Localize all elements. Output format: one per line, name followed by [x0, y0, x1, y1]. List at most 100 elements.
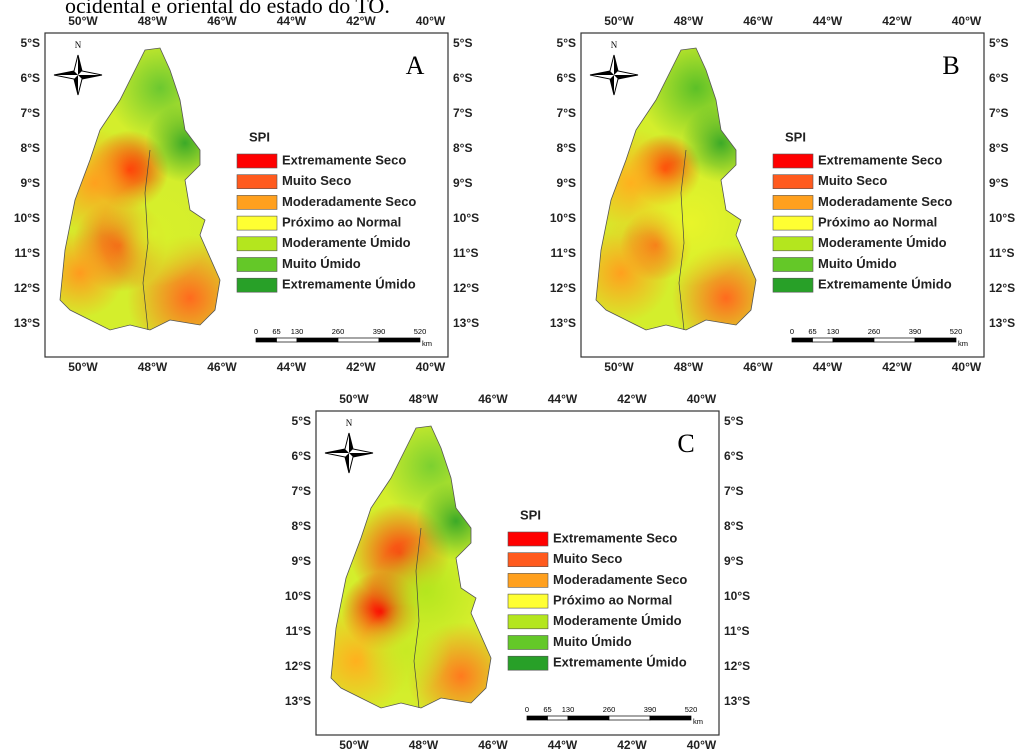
lat-label-left: 9°S — [292, 554, 311, 568]
lat-label-left: 8°S — [557, 141, 576, 155]
scale-label: 130 — [562, 705, 575, 714]
scale-label: 260 — [868, 327, 881, 336]
legend-title: SPI — [520, 507, 541, 522]
legend-label: Moderamente Úmido — [818, 235, 947, 250]
lat-label-right: 7°S — [989, 106, 1008, 120]
legend-swatch — [237, 258, 277, 272]
scale-segment — [813, 338, 834, 342]
legend-label: Moderadamente Seco — [818, 194, 952, 209]
lat-label-right: 12°S — [989, 281, 1015, 295]
lon-label-bottom: 50°W — [339, 738, 369, 751]
lon-label-bottom: 44°W — [548, 738, 578, 751]
lon-label-bottom: 42°W — [346, 360, 376, 374]
scale-unit: km — [958, 339, 968, 348]
scale-segment — [792, 338, 813, 342]
legend-label: Muito Seco — [282, 173, 351, 188]
scale-label: 0 — [790, 327, 794, 336]
legend-label: Muito Úmido — [282, 256, 361, 271]
lat-label-left: 6°S — [292, 449, 311, 463]
lat-label-left: 13°S — [285, 694, 311, 708]
lat-label-right: 11°S — [453, 246, 479, 260]
lon-label-bottom: 46°W — [478, 738, 508, 751]
legend-swatch — [237, 195, 277, 209]
scale-segment — [915, 338, 956, 342]
north-label: N — [346, 418, 353, 428]
legend-swatch — [508, 553, 548, 567]
lat-label-left: 12°S — [14, 281, 40, 295]
scale-label: 130 — [827, 327, 840, 336]
scale-label: 520 — [950, 327, 963, 336]
lon-label-top: 50°W — [604, 14, 634, 28]
lat-label-left: 5°S — [557, 36, 576, 50]
lat-label-right: 12°S — [724, 659, 750, 673]
lat-label-left: 10°S — [285, 589, 311, 603]
lat-label-right: 5°S — [453, 36, 472, 50]
legend-swatch — [773, 258, 813, 272]
scale-segment — [338, 338, 379, 342]
legend-swatch — [237, 216, 277, 230]
lon-label-bottom: 50°W — [604, 360, 634, 374]
lat-label-left: 11°S — [286, 624, 312, 638]
lon-label-bottom: 44°W — [813, 360, 843, 374]
lat-label-left: 10°S — [14, 211, 40, 225]
legend-swatch — [508, 594, 548, 608]
lat-label-left: 12°S — [550, 281, 576, 295]
lat-label-right: 11°S — [724, 624, 750, 638]
scale-segment — [548, 716, 569, 720]
legend-swatch — [773, 175, 813, 189]
legend-label: Extremamente Seco — [818, 152, 942, 167]
lon-label-bottom: 46°W — [207, 360, 237, 374]
lon-label-top: 50°W — [68, 14, 98, 28]
scale-segment — [874, 338, 915, 342]
legend-swatch — [773, 154, 813, 168]
legend-swatch — [773, 195, 813, 209]
lon-label-top: 40°W — [687, 392, 717, 406]
lat-label-right: 9°S — [453, 176, 472, 190]
lat-label-left: 7°S — [21, 106, 40, 120]
lon-label-top: 48°W — [138, 14, 168, 28]
lon-label-top: 46°W — [478, 392, 508, 406]
scale-label: 130 — [291, 327, 304, 336]
legend-title: SPI — [785, 129, 806, 144]
lon-label-top: 44°W — [277, 14, 307, 28]
lat-label-right: 5°S — [989, 36, 1008, 50]
scale-label: 520 — [685, 705, 698, 714]
legend-swatch — [237, 278, 277, 292]
north-label: N — [75, 40, 82, 50]
map-panel: NASPIExtremamente SecoMuito SecoModerada… — [14, 14, 479, 374]
lat-label-right: 6°S — [453, 71, 472, 85]
scale-label: 520 — [414, 327, 427, 336]
lon-label-top: 46°W — [743, 14, 773, 28]
spi-zone — [361, 606, 451, 696]
panel-letter: B — [942, 51, 959, 80]
lat-label-left: 6°S — [21, 71, 40, 85]
lon-label-bottom: 46°W — [743, 360, 773, 374]
scale-segment — [256, 338, 277, 342]
lat-label-right: 10°S — [989, 211, 1015, 225]
scale-label: 260 — [603, 705, 616, 714]
lat-label-left: 8°S — [21, 141, 40, 155]
lon-label-bottom: 42°W — [882, 360, 912, 374]
scale-segment — [379, 338, 420, 342]
legend-swatch — [237, 237, 277, 251]
legend-label: Moderadamente Seco — [282, 194, 416, 209]
lat-label-left: 6°S — [557, 71, 576, 85]
scale-segment — [833, 338, 874, 342]
scale-label: 390 — [644, 705, 657, 714]
legend-label: Extremamente Úmido — [818, 277, 952, 292]
scale-segment — [297, 338, 338, 342]
scale-label: 65 — [543, 705, 551, 714]
lat-label-left: 9°S — [557, 176, 576, 190]
legend-label: Extremamente Seco — [553, 530, 677, 545]
lat-label-left: 7°S — [292, 484, 311, 498]
lat-label-left: 5°S — [21, 36, 40, 50]
legend-label: Moderamente Úmido — [282, 235, 411, 250]
lon-label-top: 48°W — [674, 14, 704, 28]
lat-label-left: 11°S — [551, 246, 577, 260]
legend-swatch — [508, 573, 548, 587]
lat-label-right: 13°S — [724, 694, 750, 708]
legend-swatch — [773, 278, 813, 292]
lon-label-bottom: 50°W — [68, 360, 98, 374]
scale-label: 390 — [373, 327, 386, 336]
legend-swatch — [237, 175, 277, 189]
